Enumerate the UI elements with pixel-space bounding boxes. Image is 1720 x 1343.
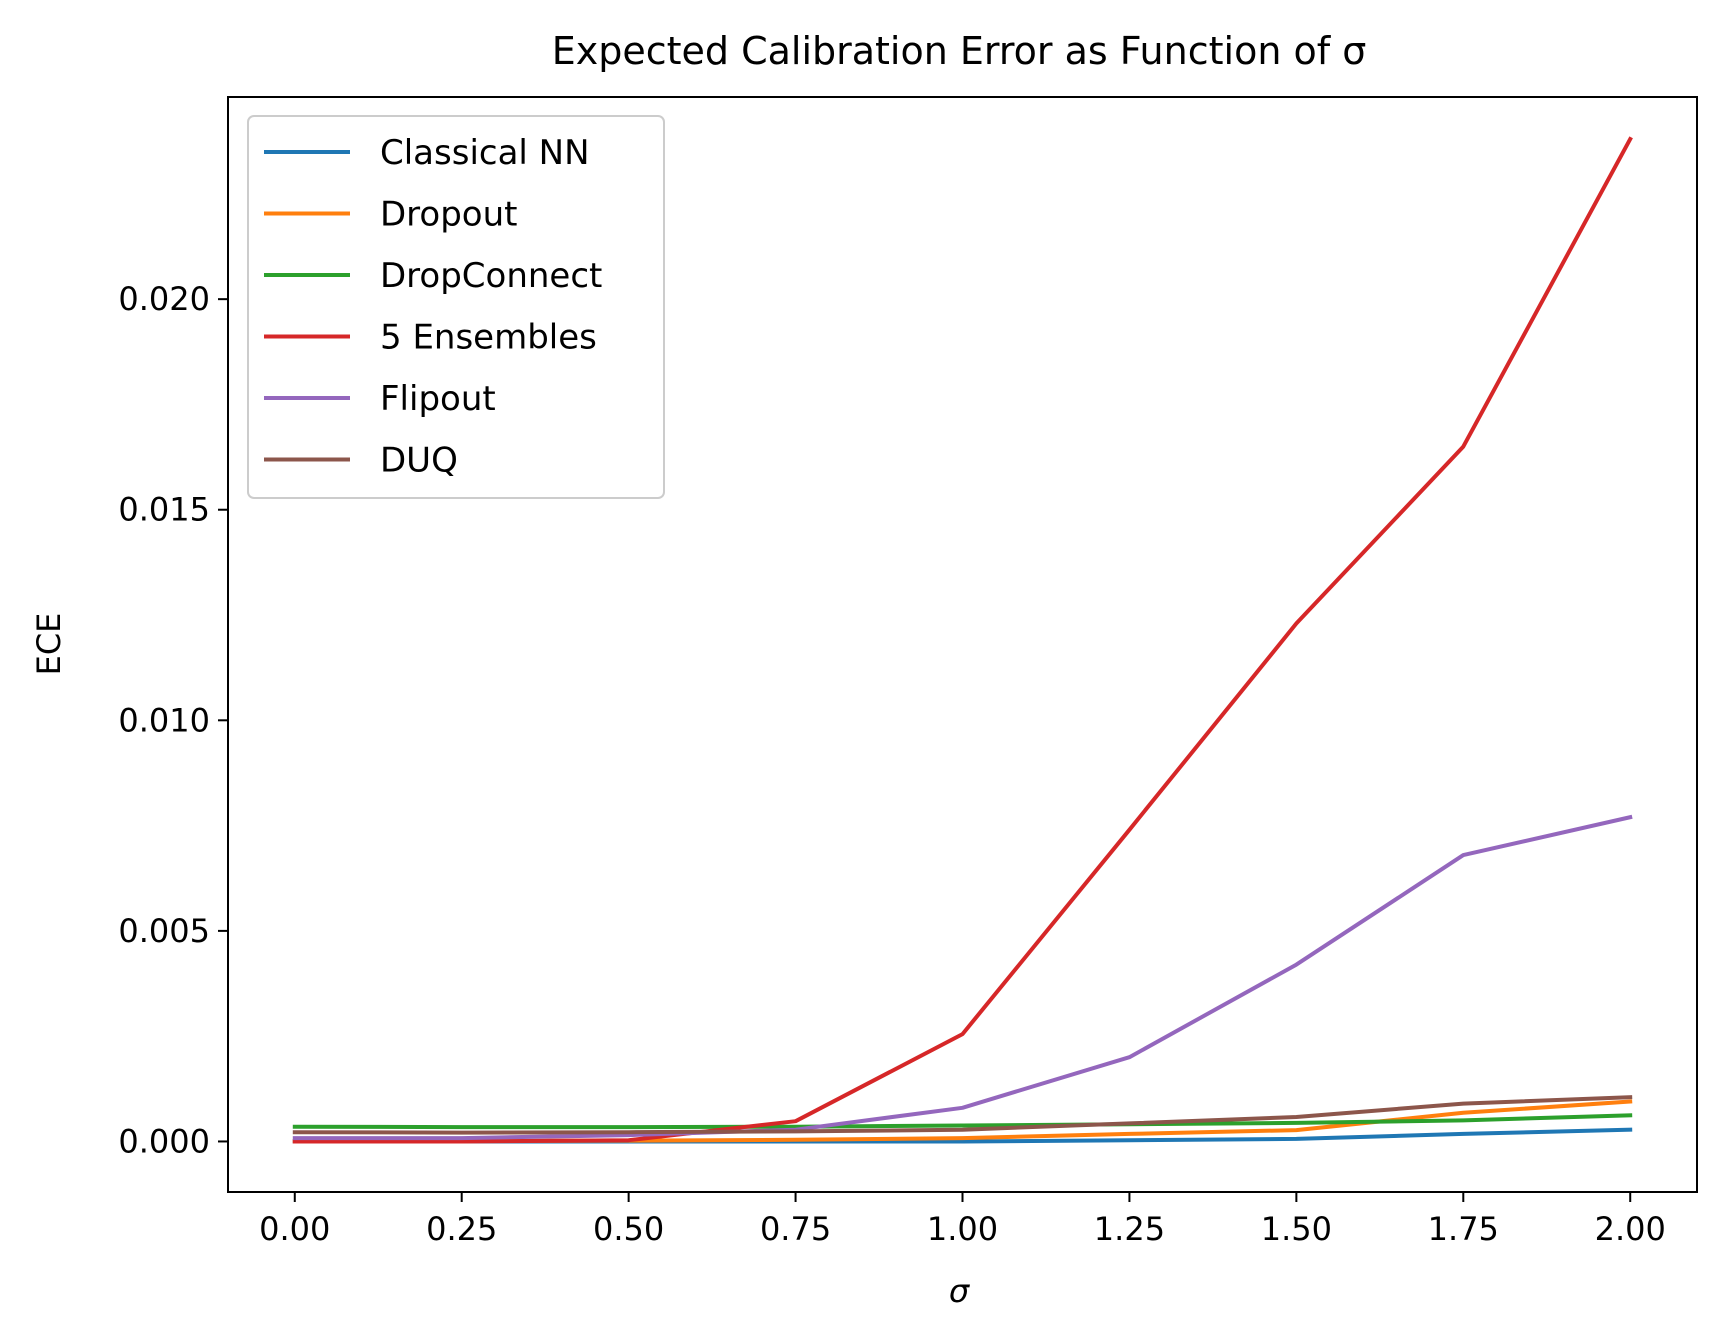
legend-label-1: Dropout: [380, 195, 517, 235]
x-tick-label: 2.00: [1595, 1210, 1666, 1248]
y-axis-label: ECE: [30, 613, 68, 676]
x-tick-label: 1.00: [927, 1210, 998, 1248]
series-line-4: [292, 814, 1633, 1141]
legend: Classical NN Dropout DropConnect 5 Ensemble…: [247, 115, 665, 499]
x-axis-ticks: 0.00 0.25 0.50 0.75 1.00 1.25 1.50 1.75 2.00: [259, 1192, 1666, 1248]
series-lines: [292, 136, 1633, 1144]
series-line-5: [292, 1095, 1633, 1135]
legend-label-4: Flipout: [380, 379, 496, 419]
legend-box: [247, 115, 665, 499]
x-axis-label: σ: [949, 1272, 971, 1310]
y-axis-ticks: 0.000 0.005 0.010 0.015 0.020: [118, 280, 228, 1160]
chart-title: Expected Calibration Error as Function o…: [552, 29, 1367, 73]
y-tick-label: 0.000: [118, 1122, 210, 1160]
x-tick-label: 0.25: [426, 1210, 497, 1248]
legend-label-2: DropConnect: [380, 256, 602, 296]
series-line-2: [292, 1113, 1633, 1130]
legend-label-3: 5 Ensembles: [380, 318, 597, 358]
x-tick-label: 0.00: [259, 1210, 330, 1248]
legend-label-0: Classical NN: [380, 133, 590, 173]
x-tick-label: 1.25: [1094, 1210, 1165, 1248]
x-tick-label: 0.75: [760, 1210, 831, 1248]
y-tick-label: 0.005: [118, 912, 210, 950]
x-tick-label: 1.50: [1261, 1210, 1332, 1248]
x-tick-label: 1.75: [1428, 1210, 1499, 1248]
y-tick-label: 0.010: [118, 701, 210, 739]
y-tick-label: 0.015: [118, 491, 210, 529]
x-tick-label: 0.50: [593, 1210, 664, 1248]
legend-label-5: DUQ: [380, 441, 458, 481]
y-tick-label: 0.020: [118, 280, 210, 318]
series-line-3: [292, 136, 1633, 1144]
